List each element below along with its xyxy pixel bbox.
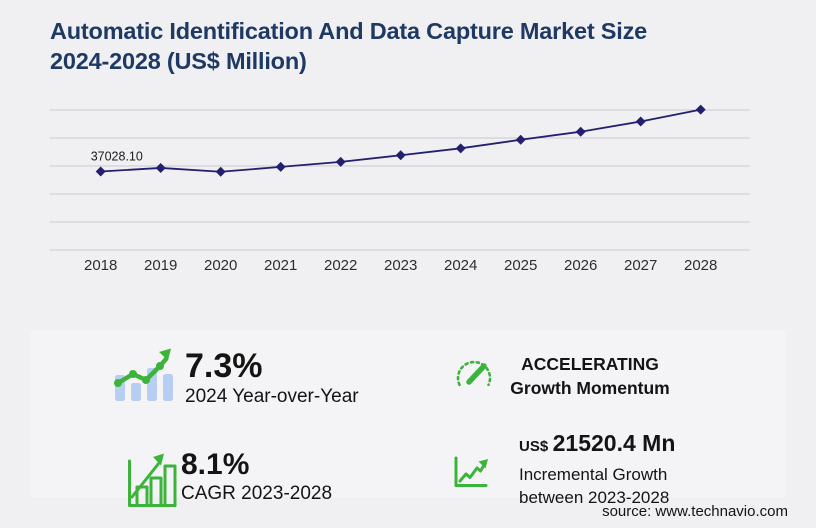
page-title-line-1: Automatic Identification And Data Captur… (50, 18, 648, 44)
zigzag-growth-arrow-icon (452, 455, 492, 491)
data-point-2024 (455, 143, 466, 154)
data-point-2020 (215, 166, 226, 177)
x-axis-label-2018: 2018 (84, 257, 117, 274)
data-point-2023 (395, 150, 406, 161)
source-attribution: source: www.technavio.com (602, 503, 788, 520)
incremental-value: 21520.4 Mn (552, 430, 676, 456)
x-axis-label-2020: 2020 (204, 257, 237, 274)
x-axis-label-2025: 2025 (504, 257, 537, 274)
yoy-value: 7.3% (185, 347, 263, 385)
yoy-label: 2024 Year-over-Year (185, 386, 359, 407)
data-point-2019 (155, 162, 166, 173)
momentum-line-1: ACCELERATING (521, 354, 659, 374)
cagr-value: 8.1% (181, 448, 250, 481)
data-point-2026 (575, 126, 586, 137)
x-axis-label-2019: 2019 (144, 257, 177, 274)
market-size-line-chart: 2018 2019 2020 2021 2022 2023 2024 2025 2026 2027… (0, 90, 816, 280)
data-point-2025 (515, 134, 526, 145)
x-axis-label-2026: 2026 (564, 257, 597, 274)
data-point-2022 (335, 156, 346, 167)
cagr-label: CAGR 2023-2028 (181, 483, 333, 504)
stats-panel: 7.3% 2024 Year-over-Year ACCELERATING Gr… (30, 331, 786, 507)
incremental-label-line-1: Incremental Growth (519, 465, 668, 484)
incremental-currency: US$ (519, 438, 549, 455)
x-axis-label-2021: 2021 (264, 257, 297, 274)
data-point-2028 (695, 104, 706, 115)
momentum-line-2: Growth Momentum (510, 378, 670, 398)
x-axis-label-2022: 2022 (324, 257, 357, 274)
x-axis-label-2023: 2023 (384, 257, 417, 274)
x-axis-label-2027: 2027 (624, 257, 657, 274)
data-point-label: 37028.10 (91, 150, 143, 164)
incremental-label-line-2: between 2023-2028 (519, 488, 670, 507)
data-point-2018 (95, 166, 106, 177)
speedometer-icon (451, 353, 497, 393)
series-line (100, 108, 701, 173)
data-point-2021 (275, 161, 286, 172)
x-axis-label-2024: 2024 (444, 257, 477, 274)
bar-chart-growth-icon (123, 447, 180, 509)
trend-line-over-bars-icon (112, 344, 178, 404)
data-point-2027 (635, 116, 646, 127)
page-title-line-2: 2024-2028 (US$ Million) (50, 48, 307, 74)
x-axis-label-2028: 2028 (684, 257, 717, 274)
page-title: Automatic Identification And Data Captur… (50, 16, 770, 76)
